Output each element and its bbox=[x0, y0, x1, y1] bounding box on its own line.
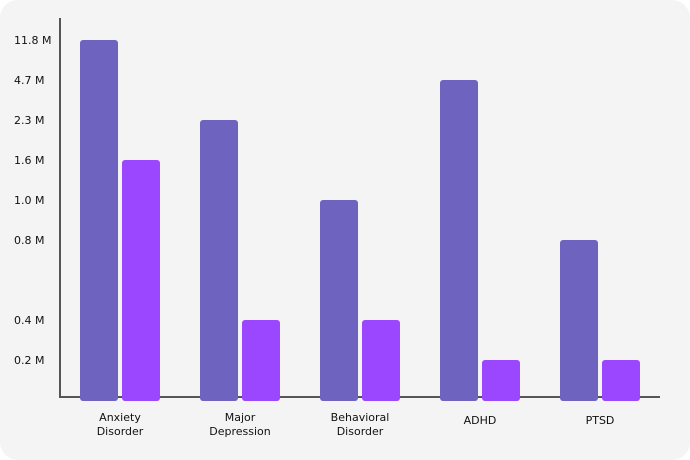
bar-series-1 bbox=[320, 200, 358, 401]
y-tick-label: 2.3 M bbox=[14, 114, 44, 127]
bar-series-2 bbox=[482, 360, 520, 401]
bar-series-1 bbox=[80, 40, 118, 401]
y-tick-label: 4.7 M bbox=[14, 74, 44, 87]
x-category-label: Behavioral Disorder bbox=[331, 411, 390, 438]
bar-series-2 bbox=[122, 160, 160, 401]
bar-series-2 bbox=[362, 320, 400, 401]
bar-series-1 bbox=[440, 80, 478, 401]
x-category-label: Anxiety Disorder bbox=[97, 411, 144, 438]
x-category-label: Major Depression bbox=[209, 411, 271, 438]
y-tick-label: 0.2 M bbox=[14, 354, 44, 367]
bar-series-2 bbox=[242, 320, 280, 401]
bar-series-1 bbox=[560, 240, 598, 401]
y-tick-label: 0.4 M bbox=[14, 314, 44, 327]
x-category-label: ADHD bbox=[464, 414, 497, 427]
bar-series-1 bbox=[200, 120, 238, 401]
y-tick-label: 11.8 M bbox=[14, 34, 51, 47]
y-tick-label: 0.8 M bbox=[14, 234, 44, 247]
bar-series-2 bbox=[602, 360, 640, 401]
y-tick-label: 1.0 M bbox=[14, 194, 44, 207]
y-tick-label: 1.6 M bbox=[14, 154, 44, 167]
x-category-label: PTSD bbox=[586, 414, 615, 427]
